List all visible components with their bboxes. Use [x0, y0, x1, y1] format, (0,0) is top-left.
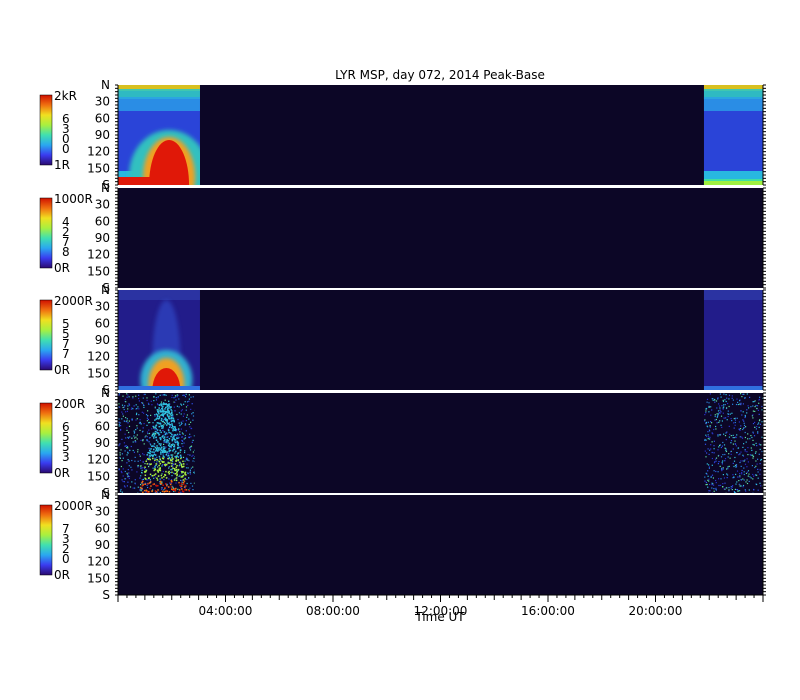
colorbar-digit: 3	[62, 532, 70, 546]
data-window-1	[118, 393, 195, 493]
y-tick-label: 90	[95, 128, 110, 142]
colorbar-digit: 5	[62, 317, 70, 331]
y-tick-label: 90	[95, 231, 110, 245]
y-tick-label: 60	[95, 521, 110, 535]
data-window-2	[703, 85, 763, 185]
y-tick-label: 150	[87, 161, 110, 175]
y-tick-label: 120	[87, 350, 110, 364]
y-tick-label: 90	[95, 333, 110, 347]
colorbar-digit: 2	[62, 225, 70, 239]
colorbar-digit: 0	[62, 142, 70, 156]
colorbar-min-label: 1R	[54, 158, 70, 172]
x-tick-label: 04:00:00	[199, 604, 253, 618]
y-tick-label: 30	[95, 198, 110, 212]
y-tick-label: 150	[87, 366, 110, 380]
y-tick-label: N	[101, 283, 110, 297]
y-tick-label: 150	[87, 571, 110, 585]
y-tick-label: 60	[95, 214, 110, 228]
chart-title: LYR MSP, day 072, 2014 Peak-Base	[335, 68, 545, 82]
y-tick-label: 150	[87, 469, 110, 483]
colorbar-max-label: 2000R	[54, 499, 93, 513]
x-axis-label: Time UT	[414, 610, 465, 624]
data-window-1	[118, 290, 200, 390]
x-tick-label: 12:00:00	[414, 604, 468, 618]
data-window-2	[704, 393, 763, 493]
y-tick-label: 30	[95, 505, 110, 519]
colorbar-digit: 3	[62, 450, 70, 464]
y-tick-label: 90	[95, 538, 110, 552]
y-tick-label: 90	[95, 436, 110, 450]
y-tick-label: N	[101, 78, 110, 92]
colorbar-digit: 0	[62, 132, 70, 146]
colorbar	[39, 299, 53, 371]
colorbar-min-label: 0R	[54, 261, 70, 275]
colorbar-digit: 4	[62, 215, 70, 229]
colorbar-digit: 7	[62, 522, 70, 536]
colorbar	[39, 402, 53, 474]
panel-background	[118, 188, 763, 288]
y-tick-label: N	[101, 488, 110, 502]
colorbar	[39, 504, 53, 576]
colorbar-digit: 8	[62, 245, 70, 259]
data-window-1	[118, 85, 200, 185]
colorbar-digit: 7	[62, 337, 70, 351]
panel-background	[118, 495, 763, 595]
colorbar-min-label: 0R	[54, 363, 70, 377]
colorbar-min-label: 0R	[54, 568, 70, 582]
y-tick-label: N	[101, 386, 110, 400]
colorbar-digit: 7	[62, 347, 70, 361]
colorbar-digit: 5	[62, 327, 70, 341]
y-tick-label: 120	[87, 145, 110, 159]
colorbar-digit: 7	[62, 235, 70, 249]
colorbar-digit: 5	[62, 440, 70, 454]
colorbar-max-label: 2kR	[54, 89, 77, 103]
colorbar-digit: 0	[62, 552, 70, 566]
noise-speckles	[704, 393, 763, 493]
y-tick-label: 30	[95, 95, 110, 109]
y-tick-label: 60	[95, 316, 110, 330]
y-tick-label: 30	[95, 300, 110, 314]
x-tick-label: 08:00:00	[306, 604, 360, 618]
colorbar	[39, 197, 53, 269]
x-axis: 04:00:00 08:00:00 12:00:00 16:00:00 20:00:00	[117, 594, 764, 618]
y-tick-label: N	[101, 181, 110, 195]
colorbar	[39, 94, 53, 166]
y-tick-label: S	[102, 486, 110, 500]
colorbar-max-label: 2000R	[54, 294, 93, 308]
y-tick-label: 60	[95, 111, 110, 125]
y-tick-label: 120	[87, 453, 110, 467]
colorbar-max-label: 200R	[54, 397, 85, 411]
colorbar-digit: 6	[62, 112, 70, 126]
x-tick-label: 20:00:00	[629, 604, 683, 618]
panels-layer: N306090120150S2kR1R6300N306090120150S100…	[39, 78, 766, 602]
y-tick-label: S	[102, 588, 110, 602]
noise-speckles	[118, 393, 195, 493]
y-tick-label: S	[102, 383, 110, 397]
panel-background	[118, 290, 763, 390]
y-tick-label: 150	[87, 264, 110, 278]
x-tick-label: 16:00:00	[521, 604, 575, 618]
colorbar-max-label: 1000R	[54, 192, 93, 206]
y-tick-label: S	[102, 281, 110, 295]
colorbar-digit: 3	[62, 122, 70, 136]
y-tick-label: 30	[95, 403, 110, 417]
panel-background	[118, 85, 763, 185]
data-window-2	[703, 290, 763, 390]
y-tick-label: 120	[87, 555, 110, 569]
colorbar-digit: 2	[62, 542, 70, 556]
y-tick-label: 120	[87, 248, 110, 262]
y-tick-label: 60	[95, 419, 110, 433]
colorbar-digit: 5	[62, 430, 70, 444]
panel-background	[118, 393, 763, 493]
colorbar-min-label: 0R	[54, 466, 70, 480]
y-tick-label: S	[102, 178, 110, 192]
colorbar-digit: 6	[62, 420, 70, 434]
